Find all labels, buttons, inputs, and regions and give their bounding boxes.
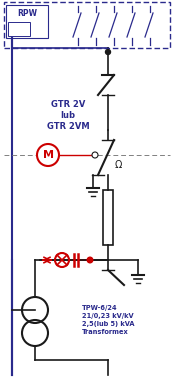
Bar bbox=[6, 5, 48, 38]
Text: M: M bbox=[42, 150, 54, 160]
Text: RPW: RPW bbox=[17, 10, 37, 19]
Text: GTR 2V
lub
GTR 2VM: GTR 2V lub GTR 2VM bbox=[47, 100, 89, 131]
Text: Ω: Ω bbox=[114, 160, 122, 170]
Circle shape bbox=[37, 144, 59, 166]
Circle shape bbox=[105, 49, 111, 54]
Bar bbox=[103, 190, 113, 245]
Text: TPW-6/24
21/0,23 kV/kV
2,5(lub 5) kVA
Transformex: TPW-6/24 21/0,23 kV/kV 2,5(lub 5) kVA Tr… bbox=[82, 306, 134, 335]
Circle shape bbox=[87, 257, 93, 263]
Bar bbox=[8, 22, 30, 36]
Bar bbox=[4, 2, 170, 48]
Circle shape bbox=[92, 152, 98, 158]
